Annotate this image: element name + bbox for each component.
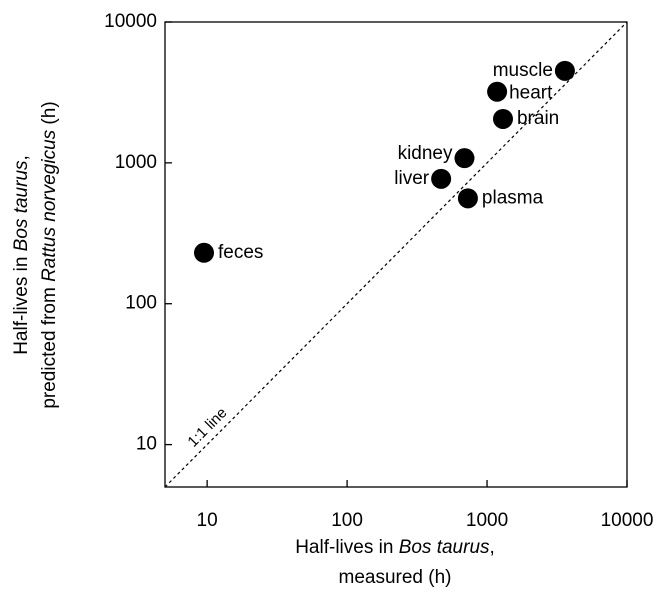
y-tick-label: 10000 xyxy=(104,11,157,32)
y-axis-label: Half-lives in Bos taurus, xyxy=(11,155,32,355)
plot-frame xyxy=(164,21,628,488)
x-tick-label: 10000 xyxy=(601,510,654,531)
point-label: kidney xyxy=(398,143,453,164)
x-tick-label: 100 xyxy=(331,510,363,531)
x-tick-label: 10 xyxy=(197,510,218,531)
y-label-text: predicted from xyxy=(39,282,60,409)
point-label: brain xyxy=(517,108,559,129)
y-tick-label: 10 xyxy=(136,434,157,455)
point-label: plasma xyxy=(482,187,544,208)
point xyxy=(431,168,452,189)
point xyxy=(457,188,478,209)
y-label-text: (h) xyxy=(39,101,60,130)
point-label: liver xyxy=(394,168,430,189)
y-tick-label: 1000 xyxy=(115,152,157,173)
point xyxy=(454,148,475,169)
y-label-species: Bos taurus xyxy=(11,160,32,251)
x-axis-label: Half-lives in Bos taurus, xyxy=(295,537,495,558)
x-label-text: , xyxy=(490,537,495,558)
y-label-text: , xyxy=(11,155,32,160)
point xyxy=(194,242,215,263)
y-label-species: Rattus norvegicus xyxy=(39,129,60,282)
x-axis-label: measured (h) xyxy=(339,567,452,588)
x-label-species: Bos taurus xyxy=(399,537,490,558)
one-to-one-line xyxy=(164,21,628,488)
point-label: heart xyxy=(509,83,553,104)
y-axis-label: predicted from Rattus norvegicus (h) xyxy=(39,101,60,408)
x-label-text: Half-lives in xyxy=(295,537,398,558)
point-label: feces xyxy=(218,242,263,263)
point xyxy=(554,60,575,81)
point-label: muscle xyxy=(493,60,553,81)
y-label-text: Half-lives in xyxy=(11,251,32,354)
y-tick-label: 100 xyxy=(125,293,157,314)
point xyxy=(487,81,508,102)
x-tick-label: 1000 xyxy=(466,510,508,531)
point xyxy=(492,108,513,129)
